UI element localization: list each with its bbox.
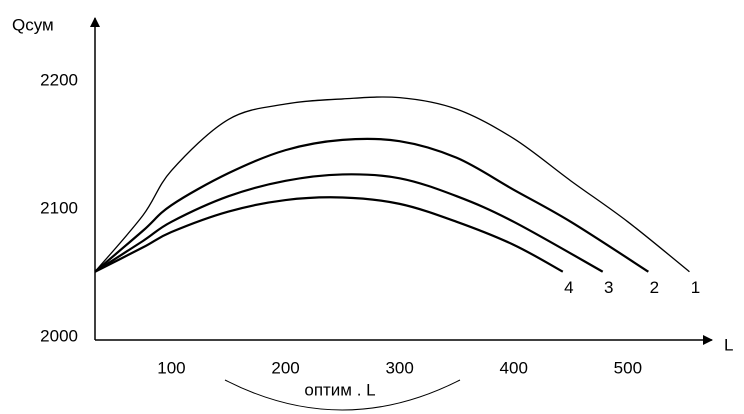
y-tick-label: 2200 — [40, 70, 78, 89]
y-tick-label: 2000 — [40, 326, 78, 345]
x-tick-label: 500 — [614, 358, 642, 377]
annotation-arc — [224, 379, 461, 411]
x-tick-label: 200 — [271, 358, 299, 377]
curve-label: 4 — [564, 278, 573, 297]
curve — [94, 173, 604, 273]
x-tick-label: 300 — [385, 358, 413, 377]
x-axis-label: L — [724, 335, 733, 354]
x-tick-label: 400 — [500, 358, 528, 377]
annotation: оптим . L — [304, 380, 375, 399]
curve — [94, 196, 564, 273]
curve-label: 1 — [691, 278, 700, 297]
curve — [94, 137, 649, 273]
x-tick-label: 100 — [157, 358, 185, 377]
curve-label: 3 — [604, 278, 613, 297]
y-axis-label: Qсум — [12, 15, 54, 34]
curve — [94, 96, 690, 273]
y-tick-label: 2100 — [40, 198, 78, 217]
curve-label: 2 — [650, 278, 659, 297]
